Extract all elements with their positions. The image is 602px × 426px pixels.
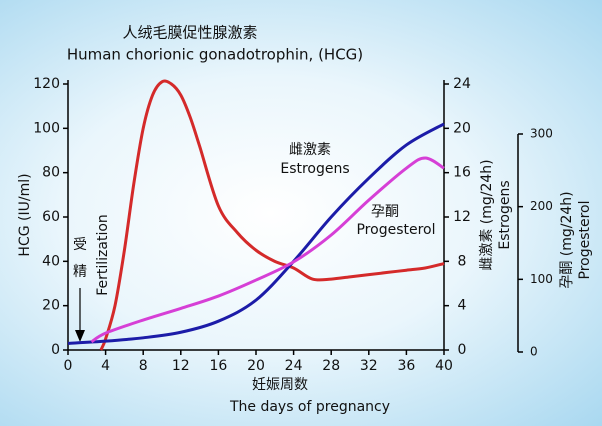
y-tick-label: 120 [33, 76, 60, 92]
annotation: 雌激素 [289, 141, 331, 158]
y3-tick-label: 0 [530, 345, 538, 359]
x-tick-label: 16 [209, 358, 227, 374]
x-tick-label: 20 [247, 358, 265, 374]
chart-title: 人绒毛膜促性腺激素 [122, 24, 257, 42]
x-tick-label: 40 [435, 358, 453, 374]
annotation: Estrogens [280, 161, 349, 177]
y-tick-label: 80 [42, 165, 60, 181]
y2-tick-label: 12 [453, 209, 471, 225]
x-axis-label: 妊娠周数 [252, 377, 308, 393]
y2-tick-label: 24 [453, 76, 471, 92]
chart-subtitle: Human chorionic gonadotrophin, (HCG) [67, 46, 363, 64]
x-tick-label: 28 [322, 358, 340, 374]
y2-tick-label: 0 [458, 342, 467, 358]
y-tick-label: 20 [42, 298, 60, 314]
line [90, 156, 445, 344]
line [99, 79, 445, 351]
y-tick-label: 40 [42, 253, 60, 269]
x-tick-label: 32 [360, 358, 378, 374]
y-tick-label: 100 [33, 120, 60, 136]
y2-tick-label: 20 [453, 120, 471, 136]
y3-tick-label: 200 [530, 199, 553, 213]
x-tick-label: 12 [172, 358, 190, 374]
x-tick-label: 4 [101, 358, 110, 374]
y3-axis-label: Progesterol [577, 200, 593, 279]
y3-tick-label: 100 [530, 272, 553, 286]
annotation: 精 [73, 264, 87, 280]
x-tick-label: 24 [285, 358, 303, 374]
y2-tick-label: 8 [458, 253, 467, 269]
annotation: Fertilization [95, 214, 111, 296]
arrow-head [75, 330, 85, 342]
x-axis-label: The days of pregnancy [229, 399, 390, 415]
y-axis-label: HCG (IU/ml) [17, 173, 33, 256]
y3-axis-label: 孕酮 (mg/24h) [559, 191, 575, 288]
annotation: 受 [73, 237, 87, 253]
line [67, 122, 445, 345]
x-tick-label: 36 [397, 358, 415, 374]
annotation: 孕酮 [371, 204, 399, 220]
y-tick-label: 60 [42, 209, 60, 225]
y-tick-label: 0 [51, 342, 60, 358]
y2-axis-label: Estrogens [497, 180, 513, 249]
x-tick-label: 8 [139, 358, 148, 374]
annotation: Progesterol [356, 222, 435, 238]
y2-tick-label: 16 [453, 165, 471, 181]
y2-tick-label: 4 [458, 298, 467, 314]
y3-tick-label: 300 [530, 127, 553, 141]
x-tick-label: 0 [64, 358, 73, 374]
y2-axis-label: 雌激素 (mg/24h) [478, 159, 495, 270]
